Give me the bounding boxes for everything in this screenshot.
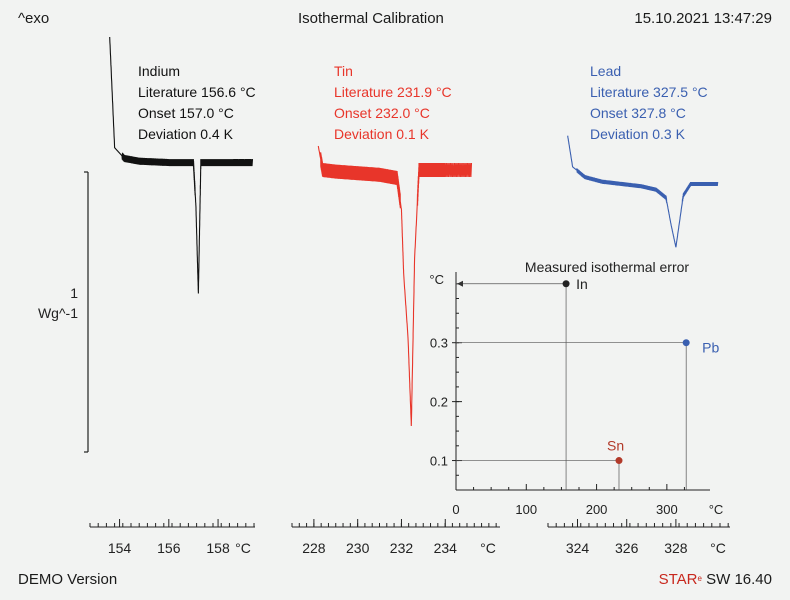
tin-label-line-1: Literature 231.9 °C bbox=[334, 84, 452, 100]
tin-label-line-3: Deviation 0.1 K bbox=[334, 126, 430, 142]
inset-x-tick-label: 100 bbox=[515, 502, 537, 517]
inset-point-label-Pb: Pb bbox=[702, 340, 719, 356]
indium-tick-label: 158 bbox=[206, 540, 230, 556]
indium-curve-group: Indium Literature 156.6 °C Onset 157.0 °C D… bbox=[109, 36, 256, 294]
indium-label-line-2: Onset 157.0 °C bbox=[138, 105, 234, 121]
tin-tick-label: 232 bbox=[390, 540, 414, 556]
chart-title: Isothermal Calibration bbox=[298, 10, 444, 27]
brand-superscript: e bbox=[697, 574, 702, 583]
indium-tick-label: 156 bbox=[157, 540, 181, 556]
inset-point-Pb bbox=[682, 339, 690, 347]
brand-name: STAR bbox=[658, 571, 698, 588]
scale-bar-value: 1 bbox=[70, 285, 78, 301]
lead-label-line-2: Onset 327.8 °C bbox=[590, 105, 686, 121]
indium-tick-label: 154 bbox=[108, 540, 132, 556]
indium-label-line-1: Literature 156.6 °C bbox=[138, 84, 256, 100]
demo-version-label: DEMO Version bbox=[18, 571, 118, 588]
inset-x-tick-label: 200 bbox=[586, 502, 608, 517]
isothermal-error-inset: Measured isothermal error °C °C 0 100 200 300 0… bbox=[429, 258, 724, 517]
inset-x-unit: °C bbox=[709, 502, 724, 517]
tin-tick-label: 230 bbox=[346, 540, 370, 556]
lead-x-axis: 324 326 328 °C bbox=[547, 519, 730, 556]
inset-y-tick-label: 0.2 bbox=[430, 395, 448, 410]
indium-label-line-3: Deviation 0.4 K bbox=[138, 126, 234, 142]
lead-dsc-curve bbox=[567, 135, 719, 248]
indium-label-line-0: Indium bbox=[138, 63, 180, 79]
tin-tick-label: 234 bbox=[434, 540, 458, 556]
inset-point-Sn bbox=[615, 457, 623, 465]
lead-tick-label: 326 bbox=[615, 540, 639, 556]
lead-x-unit: °C bbox=[710, 540, 726, 556]
inset-point-label-In: In bbox=[576, 276, 588, 292]
inset-y-tick-label: 0.1 bbox=[430, 454, 448, 469]
lead-label-line-1: Literature 327.5 °C bbox=[590, 84, 708, 100]
lead-tick-label: 328 bbox=[664, 540, 688, 556]
lead-tick-label: 324 bbox=[566, 540, 590, 556]
inset-point-In bbox=[562, 280, 570, 288]
inset-x-tick-label: 0 bbox=[452, 502, 459, 517]
exo-direction-label: ^exo bbox=[18, 10, 50, 27]
indium-x-axis: 154 156 158 °C bbox=[89, 519, 255, 556]
scale-bar-unit: Wg^-1 bbox=[38, 305, 78, 321]
tin-label-line-0: Tin bbox=[334, 63, 353, 79]
tin-tick-label: 228 bbox=[302, 540, 326, 556]
timestamp: 15.10.2021 13:47:29 bbox=[634, 10, 772, 27]
lead-curve-group: Lead Literature 327.5 °C Onset 327.8 °C Dev… bbox=[567, 63, 719, 248]
tin-label-line-2: Onset 232.0 °C bbox=[334, 105, 430, 121]
inset-point-label-Sn: Sn bbox=[607, 438, 624, 454]
inset-y-tick-label: 0.3 bbox=[430, 336, 448, 351]
inset-title: Measured isothermal error bbox=[525, 259, 690, 275]
inset-y-unit: °C bbox=[429, 272, 444, 287]
inset-arrow-marker bbox=[457, 280, 463, 287]
lead-label-line-0: Lead bbox=[590, 63, 621, 79]
indium-x-unit: °C bbox=[235, 540, 251, 556]
dsc-curves: Indium Literature 156.6 °C Onset 157.0 °C D… bbox=[109, 36, 719, 427]
y-scale-bar: 1 Wg^-1 bbox=[38, 171, 89, 453]
lead-label-line-3: Deviation 0.3 K bbox=[590, 126, 686, 142]
indium-dsc-curve bbox=[109, 36, 254, 294]
software-version: STARe SW 16.40 bbox=[659, 571, 772, 588]
tin-x-axis: 228 230 232 234 °C bbox=[291, 519, 500, 556]
peak-axes: 154 156 158 °C 228 230 232 234 °C 324 326 328 °C bbox=[89, 519, 730, 556]
tin-x-unit: °C bbox=[480, 540, 496, 556]
inset-background bbox=[454, 258, 724, 516]
inset-x-tick-label: 300 bbox=[656, 502, 678, 517]
tin-curve-group: Tin Literature 231.9 °C Onset 232.0 °C Devi… bbox=[317, 63, 473, 427]
software-version-text: SW 16.40 bbox=[701, 571, 772, 588]
tin-dsc-curve bbox=[317, 145, 473, 427]
